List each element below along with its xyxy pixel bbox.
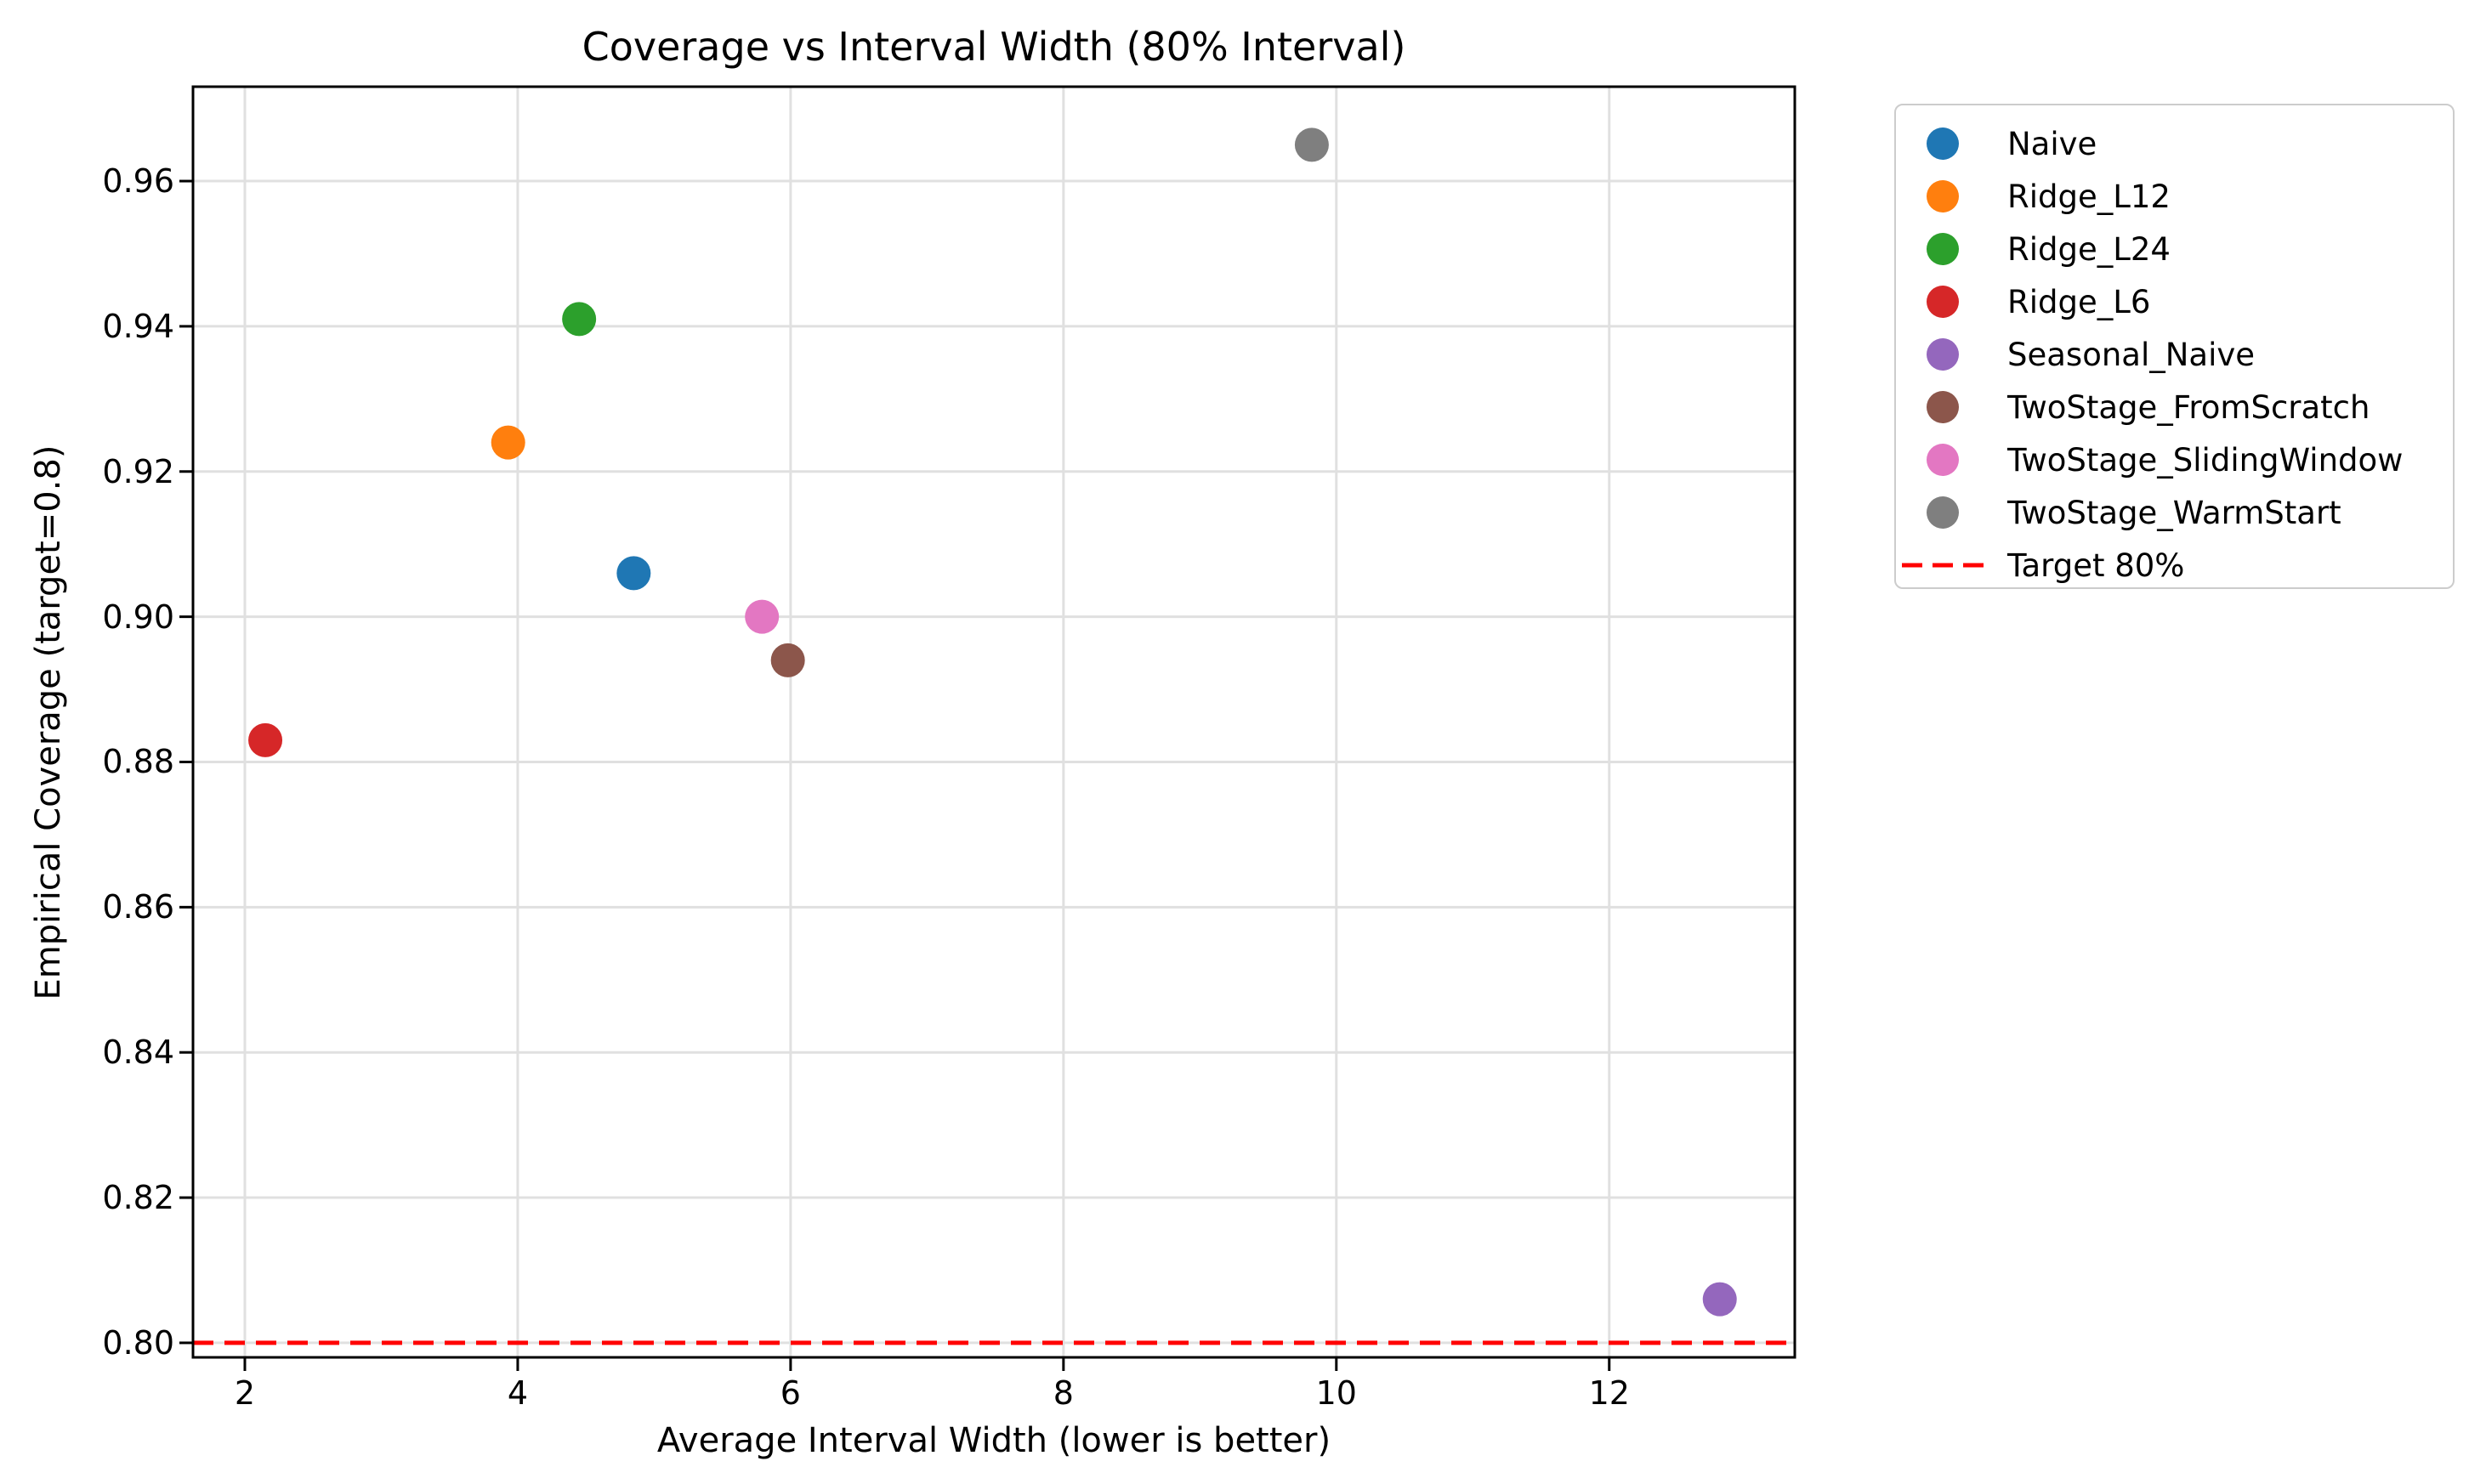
x-tick-label: 6 [780, 1374, 801, 1412]
legend-marker-icon [1902, 548, 1984, 582]
legend-item-Ridge_L6: Ridge_L6 [1896, 275, 2453, 328]
scatter-point-Ridge_L12 [491, 425, 525, 460]
legend-label: TwoStage_FromScratch [2007, 388, 2370, 426]
scatter-point-Ridge_L24 [562, 302, 597, 337]
y-tick-label: 0.82 [102, 1179, 174, 1217]
legend-label: Target 80% [2007, 547, 2185, 584]
scatter-point-TwoStage_FromScratch [770, 643, 805, 677]
legend: Naive Ridge_L12 Ridge_L24 Ridge_L6 Seasonal_… [1894, 104, 2455, 589]
x-tick-label: 10 [1315, 1374, 1357, 1412]
y-tick-label: 0.92 [102, 452, 174, 490]
legend-marker-icon [1902, 285, 1984, 319]
legend-label: TwoStage_SlidingWindow [2007, 441, 2404, 479]
y-tick-label: 0.88 [102, 743, 174, 781]
legend-item-Ridge_L24: Ridge_L24 [1896, 223, 2453, 275]
legend-label: Ridge_L6 [2007, 283, 2151, 320]
scatter-point-Ridge_L6 [248, 722, 283, 757]
y-tick-label: 0.94 [102, 307, 174, 345]
x-tick-label: 2 [234, 1374, 256, 1412]
legend-marker-icon [1902, 179, 1984, 213]
legend-item-target-line: Target 80% [1896, 539, 2453, 592]
x-tick-label: 8 [1053, 1374, 1074, 1412]
legend-label: Naive [2007, 125, 2097, 162]
x-tick-label: 4 [507, 1374, 529, 1412]
scatter-point-Naive [616, 556, 651, 591]
x-tick-label: 12 [1588, 1374, 1630, 1412]
y-tick-label: 0.96 [102, 162, 174, 201]
legend-marker-icon [1902, 232, 1984, 266]
legend-marker-icon [1902, 496, 1984, 530]
scatter-point-Seasonal_Naive [1702, 1282, 1737, 1317]
legend-marker-icon [1902, 443, 1984, 477]
legend-marker-icon [1902, 127, 1984, 161]
legend-label: Seasonal_Naive [2007, 336, 2256, 373]
legend-item-Ridge_L12: Ridge_L12 [1896, 170, 2453, 223]
axes-frame [191, 85, 1796, 1359]
legend-item-Seasonal_Naive: Seasonal_Naive [1896, 328, 2453, 381]
scatter-point-TwoStage_SlidingWindow [745, 599, 780, 634]
legend-item-TwoStage_FromScratch: TwoStage_FromScratch [1896, 381, 2453, 433]
legend-label: Ridge_L12 [2007, 178, 2171, 215]
scatter-point-TwoStage_WarmStart [1294, 127, 1329, 162]
legend-marker-icon [1902, 337, 1984, 371]
legend-item-TwoStage_SlidingWindow: TwoStage_SlidingWindow [1896, 433, 2453, 486]
x-axis-label: Average Interval Width (lower is better) [656, 1421, 1331, 1460]
y-tick-label: 0.80 [102, 1323, 174, 1362]
chart-title: Coverage vs Interval Width (80% Interval… [582, 24, 1406, 70]
y-tick-label: 0.84 [102, 1034, 174, 1072]
legend-item-Naive: Naive [1896, 117, 2453, 170]
legend-label: Ridge_L24 [2007, 230, 2171, 268]
legend-item-TwoStage_WarmStart: TwoStage_WarmStart [1896, 486, 2453, 539]
legend-label: TwoStage_WarmStart [2007, 494, 2341, 531]
y-tick-label: 0.90 [102, 598, 174, 636]
legend-marker-icon [1902, 390, 1984, 424]
y-tick-label: 0.86 [102, 888, 174, 926]
